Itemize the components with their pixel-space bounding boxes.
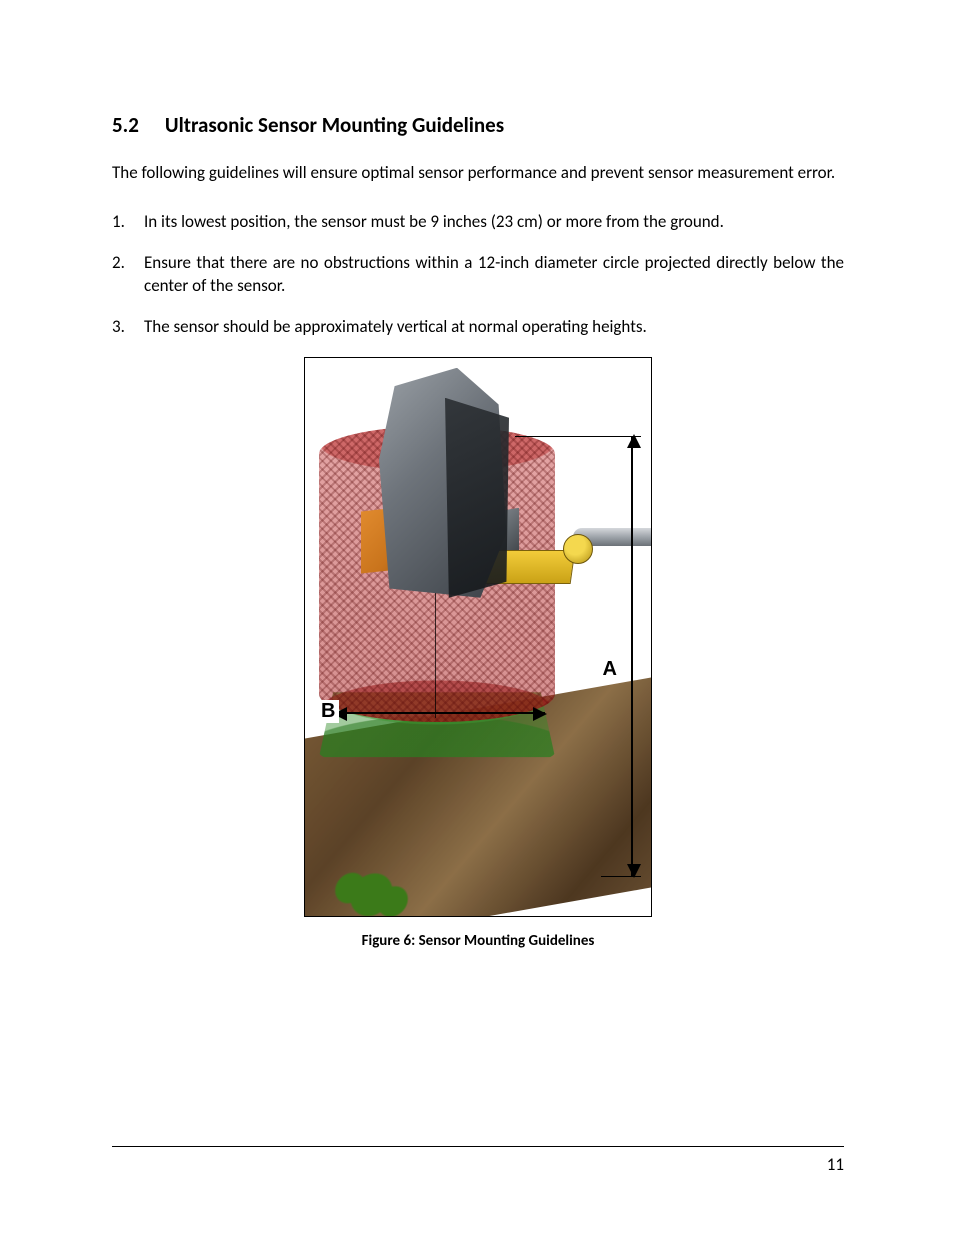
- dimension-b-arrow: [335, 712, 545, 714]
- figure-wrap: A B Figure 6: Sensor Mounting Guidelines: [112, 357, 844, 950]
- list-text: The sensor should be approximately verti…: [144, 316, 647, 337]
- yellow-cap-icon: [563, 534, 593, 564]
- list-text: In its lowest position, the sensor must …: [144, 211, 724, 232]
- figure-caption: Figure 6: Sensor Mounting Guidelines: [112, 932, 844, 950]
- list-marker: 3.: [112, 316, 125, 339]
- intro-paragraph: The following guidelines will ensure opt…: [112, 162, 844, 185]
- figure-6-image: A B: [304, 357, 652, 917]
- dimension-label-a: A: [599, 658, 621, 681]
- sensor-body-shade: [445, 398, 509, 598]
- section-number: 5.2: [112, 112, 139, 138]
- section-title: Ultrasonic Sensor Mounting Guidelines: [165, 112, 504, 138]
- dimension-label-b: B: [317, 700, 339, 723]
- page-number: 11: [827, 1154, 844, 1175]
- dimension-a-arrow: [631, 436, 633, 876]
- list-item: 2. Ensure that there are no obstructions …: [112, 252, 844, 298]
- list-item: 3. The sensor should be approximately ver…: [112, 316, 844, 339]
- guidelines-list: 1. In its lowest position, the sensor mus…: [112, 211, 844, 339]
- list-item: 1. In its lowest position, the sensor mus…: [112, 211, 844, 234]
- list-marker: 1.: [112, 211, 125, 234]
- footer-rule: [112, 1146, 844, 1147]
- dimension-a-tick: [515, 436, 641, 437]
- section-heading: 5.2 Ultrasonic Sensor Mounting Guidelines: [112, 112, 844, 138]
- list-text: Ensure that there are no obstructions wi…: [144, 252, 844, 296]
- list-marker: 2.: [112, 252, 125, 275]
